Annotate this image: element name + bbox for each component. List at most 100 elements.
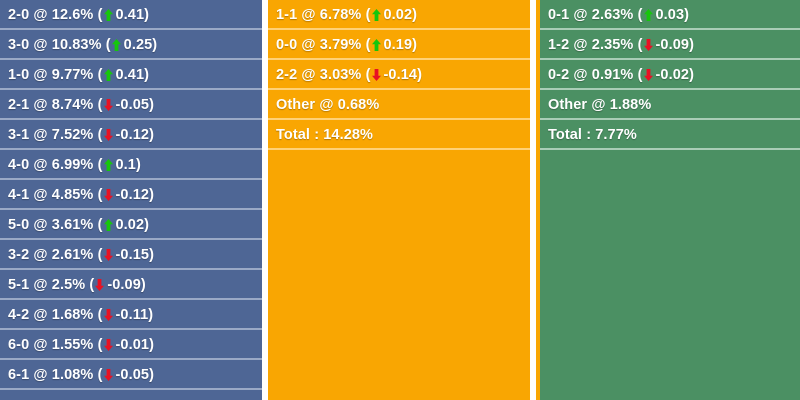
delta-group: (-0.12) (98, 127, 154, 143)
at-symbol: @ (33, 7, 48, 23)
at-symbol: @ (33, 307, 48, 323)
score-line: 1-2 (548, 37, 570, 53)
arrow-down-icon (103, 249, 113, 261)
at-symbol: @ (33, 127, 48, 143)
score-row[interactable]: 4-1 @ 4.85% (-0.12) (0, 180, 262, 210)
arrow-down-icon (103, 99, 113, 111)
delta-group: (0.02) (98, 217, 150, 233)
delta-group: ( -0.05) (98, 367, 154, 383)
score-line: 3-1 (8, 127, 30, 143)
score-percent: 4.85% (51, 187, 94, 203)
delta-group: (-0.05) (98, 97, 154, 113)
delta-close-paren: ) (149, 337, 154, 353)
delta-group: (-0.12) (98, 187, 154, 203)
delta-group: (0.02) (366, 7, 418, 23)
score-percent: 6.99% (51, 157, 94, 173)
delta-open-paren: ( (97, 7, 103, 23)
arrow-down-icon (371, 69, 381, 81)
at-symbol: @ (573, 37, 588, 53)
score-row[interactable]: 1-2 @ 2.35% (-0.09) (540, 30, 800, 60)
delta-value: 0.19 (383, 37, 413, 53)
score-line: 3-0 (8, 37, 30, 53)
delta-open-paren: ( (97, 247, 103, 263)
score-row[interactable]: 0-0 @ 3.79% (0.19) (268, 30, 530, 60)
score-line: 3-2 (8, 247, 30, 263)
score-line: 2-2 (276, 67, 298, 83)
at-symbol: @ (33, 217, 48, 233)
delta-open-paren: ( (97, 217, 103, 233)
at-symbol: @ (33, 247, 48, 263)
total-label: Total : (548, 127, 592, 143)
delta-close-paren: ) (149, 187, 154, 203)
delta-open-paren: ( (365, 7, 371, 23)
delta-open-paren: ( (97, 367, 103, 383)
delta-open-paren: ( (105, 37, 111, 53)
score-row[interactable]: 6-0 @ 1.55% (-0.01) (0, 330, 262, 360)
score-row[interactable]: 0-1 @ 2.63% (0.03) (540, 0, 800, 30)
score-row[interactable]: 2-2 @ 3.03% (-0.14) (268, 60, 530, 90)
delta-open-paren: ( (637, 37, 643, 53)
score-percent: 0.68% (337, 97, 380, 113)
score-row[interactable]: 3-2 @ 2.61% (-0.15) (0, 240, 262, 270)
score-line: 4-0 (8, 157, 30, 173)
delta-open-paren: ( (97, 127, 103, 143)
score-row[interactable]: 3-1 @ 7.52% (-0.12) (0, 120, 262, 150)
score-line: 0-1 (548, 7, 570, 23)
score-row[interactable]: 1-0 @ 9.77% (0.41) (0, 60, 262, 90)
score-percent: 8.74% (51, 97, 94, 113)
delta-close-paren: ) (149, 127, 154, 143)
total-row[interactable]: Total : 7.77% (540, 120, 800, 150)
score-percent: 1.08% (51, 367, 94, 383)
away-win-scores: 0-1 @ 2.63% (0.03) 1-2 @ 2.35% (-0.09) 0-2… (536, 0, 800, 400)
score-line: 5-1 (8, 277, 30, 293)
delta-group: (-0.01) (98, 337, 154, 353)
score-row[interactable]: 0-2 @ 0.91% (-0.02) (540, 60, 800, 90)
score-row[interactable]: Other @ 1.88% (540, 90, 800, 120)
delta-open-paren: ( (97, 187, 103, 203)
delta-close-paren: ) (149, 97, 154, 113)
delta-open-paren: ( (97, 157, 103, 173)
delta-open-paren: ( (365, 67, 371, 83)
delta-value: -0.05 (115, 367, 150, 383)
total-row[interactable]: Total : 14.28% (268, 120, 530, 150)
score-row[interactable]: 4-0 @ 6.99% (0.1) (0, 150, 262, 180)
arrow-up-icon (111, 39, 121, 51)
delta-close-paren: ) (412, 37, 418, 53)
score-line: 2-0 (8, 7, 30, 23)
score-line: 0-2 (548, 67, 570, 83)
at-symbol: @ (319, 97, 334, 113)
delta-open-paren: ( (637, 67, 643, 83)
score-row[interactable]: 1-1 @ 6.78% (0.02) (268, 0, 530, 30)
score-row[interactable]: 3-0 @ 10.83% (0.25) (0, 30, 262, 60)
score-percent: 2.5% (51, 277, 86, 293)
delta-close-paren: ) (412, 7, 418, 23)
delta-value: 0.25 (123, 37, 153, 53)
score-row[interactable]: Other @ 0.68% (268, 90, 530, 120)
delta-group: (-0.15) (98, 247, 154, 263)
score-line: 6-0 (8, 337, 30, 353)
delta-value: -0.05 (115, 97, 150, 113)
delta-close-paren: ) (149, 367, 154, 383)
arrow-up-icon (103, 219, 113, 231)
score-percent: 2.61% (51, 247, 94, 263)
delta-value: -0.02 (655, 67, 690, 83)
delta-close-paren: ) (689, 67, 694, 83)
delta-value: 0.02 (115, 217, 145, 233)
at-symbol: @ (33, 97, 48, 113)
score-row[interactable]: 2-0 @ 12.6% (0.41) (0, 0, 262, 30)
delta-open-paren: ( (89, 277, 95, 293)
delta-close-paren: ) (140, 277, 146, 293)
score-row[interactable]: 5-0 @ 3.61% (0.02) (0, 210, 262, 240)
score-row[interactable]: 2-1 @ 8.74% (-0.05) (0, 90, 262, 120)
at-symbol: @ (33, 367, 48, 383)
score-row[interactable]: 6-1 @ 1.08% (-0.05) (0, 360, 262, 390)
delta-value: -0.14 (383, 67, 418, 83)
score-row[interactable]: 5-1 @ 2.5% (-0.09) (0, 270, 262, 300)
delta-value: 0.02 (383, 7, 413, 23)
delta-group: (0.03) (638, 7, 690, 23)
delta-value: 0.1 (115, 157, 136, 173)
delta-group: (-0.09) (638, 37, 694, 53)
delta-open-paren: ( (365, 37, 371, 53)
score-row[interactable]: 4-2 @ 1.68% (-0.11) (0, 300, 262, 330)
score-percent: 9.77% (51, 67, 94, 83)
